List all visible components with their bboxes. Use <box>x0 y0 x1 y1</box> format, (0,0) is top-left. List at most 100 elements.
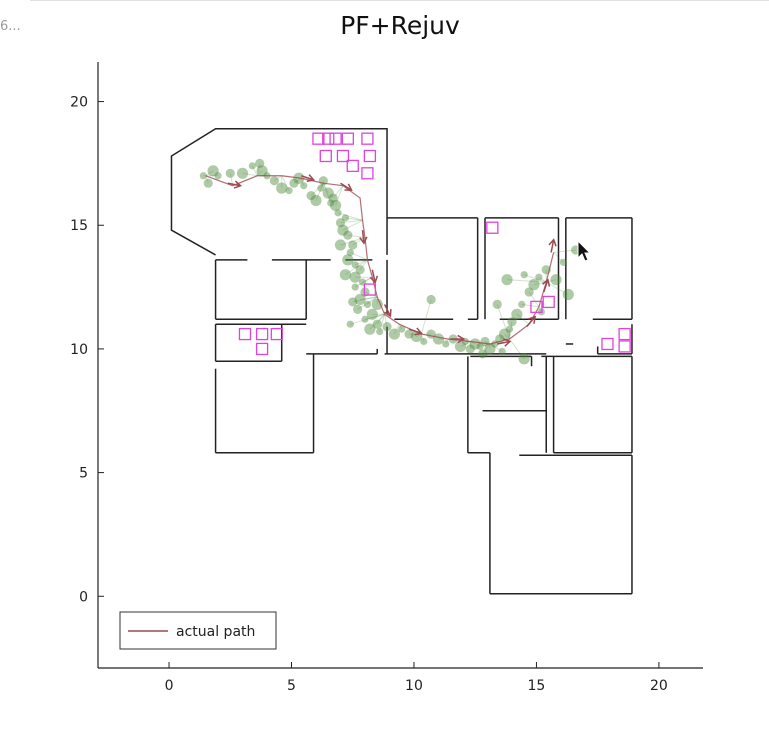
particle-marker-square <box>618 340 631 353</box>
particle-marker-square <box>329 132 342 145</box>
particle-link <box>367 296 378 305</box>
particle-point <box>518 300 526 308</box>
floorplan-walls <box>170 128 633 595</box>
x-tick-label: 10 <box>405 678 423 694</box>
particle-point <box>363 300 372 308</box>
particle-link <box>509 338 525 360</box>
particle-link <box>545 281 569 295</box>
particle-link <box>352 296 378 303</box>
particle-point <box>335 218 346 228</box>
path-arrow <box>526 315 537 328</box>
particle-marker-square <box>255 342 269 356</box>
path-arrow <box>359 230 368 245</box>
particle-link <box>347 234 366 239</box>
particle-link <box>322 183 332 204</box>
particle-point <box>361 315 369 323</box>
particle-point <box>354 293 366 306</box>
particle-link <box>354 276 373 288</box>
particle-point <box>498 328 511 340</box>
path-arrow <box>369 269 379 284</box>
particle-point <box>317 184 325 192</box>
y-tick-label: 20 <box>70 95 88 111</box>
path-arrow <box>383 304 392 318</box>
particle-link <box>507 279 547 283</box>
particle-marker-square <box>486 221 499 234</box>
path-arrow <box>450 334 466 344</box>
particle-point <box>501 274 513 286</box>
particle-link <box>315 183 324 201</box>
particle-point <box>366 308 378 320</box>
particle-marker-square <box>361 132 374 145</box>
particle-point <box>404 329 414 339</box>
truncated-side-label: 6... <box>0 19 21 34</box>
particle-link <box>342 219 363 231</box>
particle-marker-square <box>255 327 269 341</box>
particle-marker-square <box>336 149 350 163</box>
particle-link <box>345 217 363 221</box>
particle-link <box>482 343 491 355</box>
particle-point <box>348 240 358 250</box>
particle-link <box>322 182 329 194</box>
particle-link <box>205 175 209 184</box>
particle-point <box>322 187 334 199</box>
particle-link <box>509 321 513 340</box>
particle-link <box>340 219 363 224</box>
particle-point <box>276 182 288 194</box>
particle-point <box>511 308 523 320</box>
particle-link <box>360 296 378 300</box>
particle-link <box>345 259 368 276</box>
particle-point <box>334 239 347 251</box>
particle-point <box>207 165 219 177</box>
particle-point <box>310 194 322 207</box>
particle-marker-square <box>238 327 252 341</box>
particle-link <box>281 175 290 191</box>
particle-link <box>553 249 576 253</box>
y-tick-label: 15 <box>70 218 88 234</box>
particle-point <box>351 283 359 291</box>
particle-point <box>454 340 467 353</box>
particle-point <box>420 337 428 346</box>
particle-point <box>353 304 363 314</box>
particle-link <box>489 343 503 352</box>
window-top-edge <box>30 0 769 5</box>
particle-link <box>379 314 386 332</box>
particle-link <box>300 178 305 186</box>
particle-link <box>496 304 510 340</box>
particle-point <box>255 158 265 169</box>
particle-point <box>329 199 342 212</box>
path-arrow <box>542 278 551 293</box>
particle-link <box>205 170 214 177</box>
particle-point <box>346 248 354 257</box>
particle-link <box>335 185 344 206</box>
particle-point <box>465 344 475 354</box>
particle-marker-square <box>322 132 335 145</box>
x-tick-label: 0 <box>165 678 174 694</box>
particle-link <box>359 259 368 271</box>
particle-link <box>320 182 324 189</box>
particle-link <box>445 338 449 345</box>
particle-marker-square <box>542 295 555 309</box>
particle-point <box>559 258 567 266</box>
particle-point <box>285 187 293 195</box>
particle-link <box>256 163 261 176</box>
particle-marker-square <box>319 149 332 163</box>
particle-link <box>538 306 542 313</box>
x-tick-label: 5 <box>287 678 296 694</box>
particle-link <box>384 314 388 327</box>
particle-point <box>528 279 540 291</box>
particle-point <box>269 176 279 186</box>
particle-point <box>477 349 488 359</box>
particle-link <box>350 251 368 261</box>
particle-link <box>524 274 547 283</box>
particle-point <box>520 271 528 279</box>
particle-link <box>516 313 530 325</box>
particle-point <box>376 328 384 336</box>
particle-marker-square <box>270 327 283 341</box>
particle-point <box>524 287 534 297</box>
particle-link <box>293 177 302 184</box>
legend-label-actual-path: actual path <box>176 624 255 640</box>
particle-point <box>203 178 213 188</box>
particle-point <box>343 230 353 240</box>
path-arrow <box>301 174 316 183</box>
